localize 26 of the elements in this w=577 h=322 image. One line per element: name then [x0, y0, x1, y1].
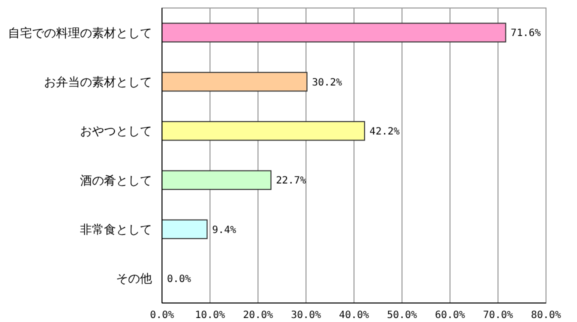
y-tick-label: おやつとして: [80, 124, 152, 138]
x-tick-label: 20.0%: [242, 310, 274, 321]
y-tick-label: 酒の肴として: [80, 173, 152, 188]
x-tick-label: 30.0%: [290, 310, 322, 321]
data-label: 0.0%: [167, 274, 192, 285]
bar: [162, 219, 208, 240]
y-tick-label: お弁当の素材として: [44, 74, 152, 89]
data-label: 22.7%: [276, 176, 306, 187]
bar: [162, 72, 308, 92]
y-tick-label: 自宅での料理の素材として: [8, 26, 152, 40]
x-tick-label: 0.0%: [150, 310, 174, 321]
data-label: 71.6%: [510, 28, 541, 40]
y-tick-label: その他: [116, 272, 152, 286]
bar: [162, 170, 272, 190]
bar: [162, 121, 366, 141]
data-label: 42.2%: [370, 126, 400, 138]
data-label: 30.2%: [312, 77, 342, 88]
bar: [162, 22, 506, 42]
x-tick-label: 80.0%: [530, 310, 562, 321]
x-tick-label: 40.0%: [338, 310, 370, 321]
data-label: 9.4%: [212, 224, 236, 236]
x-tick-label: 10.0%: [194, 310, 226, 321]
x-tick-label: 50.0%: [386, 310, 418, 321]
x-tick-label: 60.0%: [434, 310, 466, 321]
y-tick-label: 非常食として: [80, 222, 152, 236]
x-tick-label: 70.0%: [482, 310, 514, 321]
